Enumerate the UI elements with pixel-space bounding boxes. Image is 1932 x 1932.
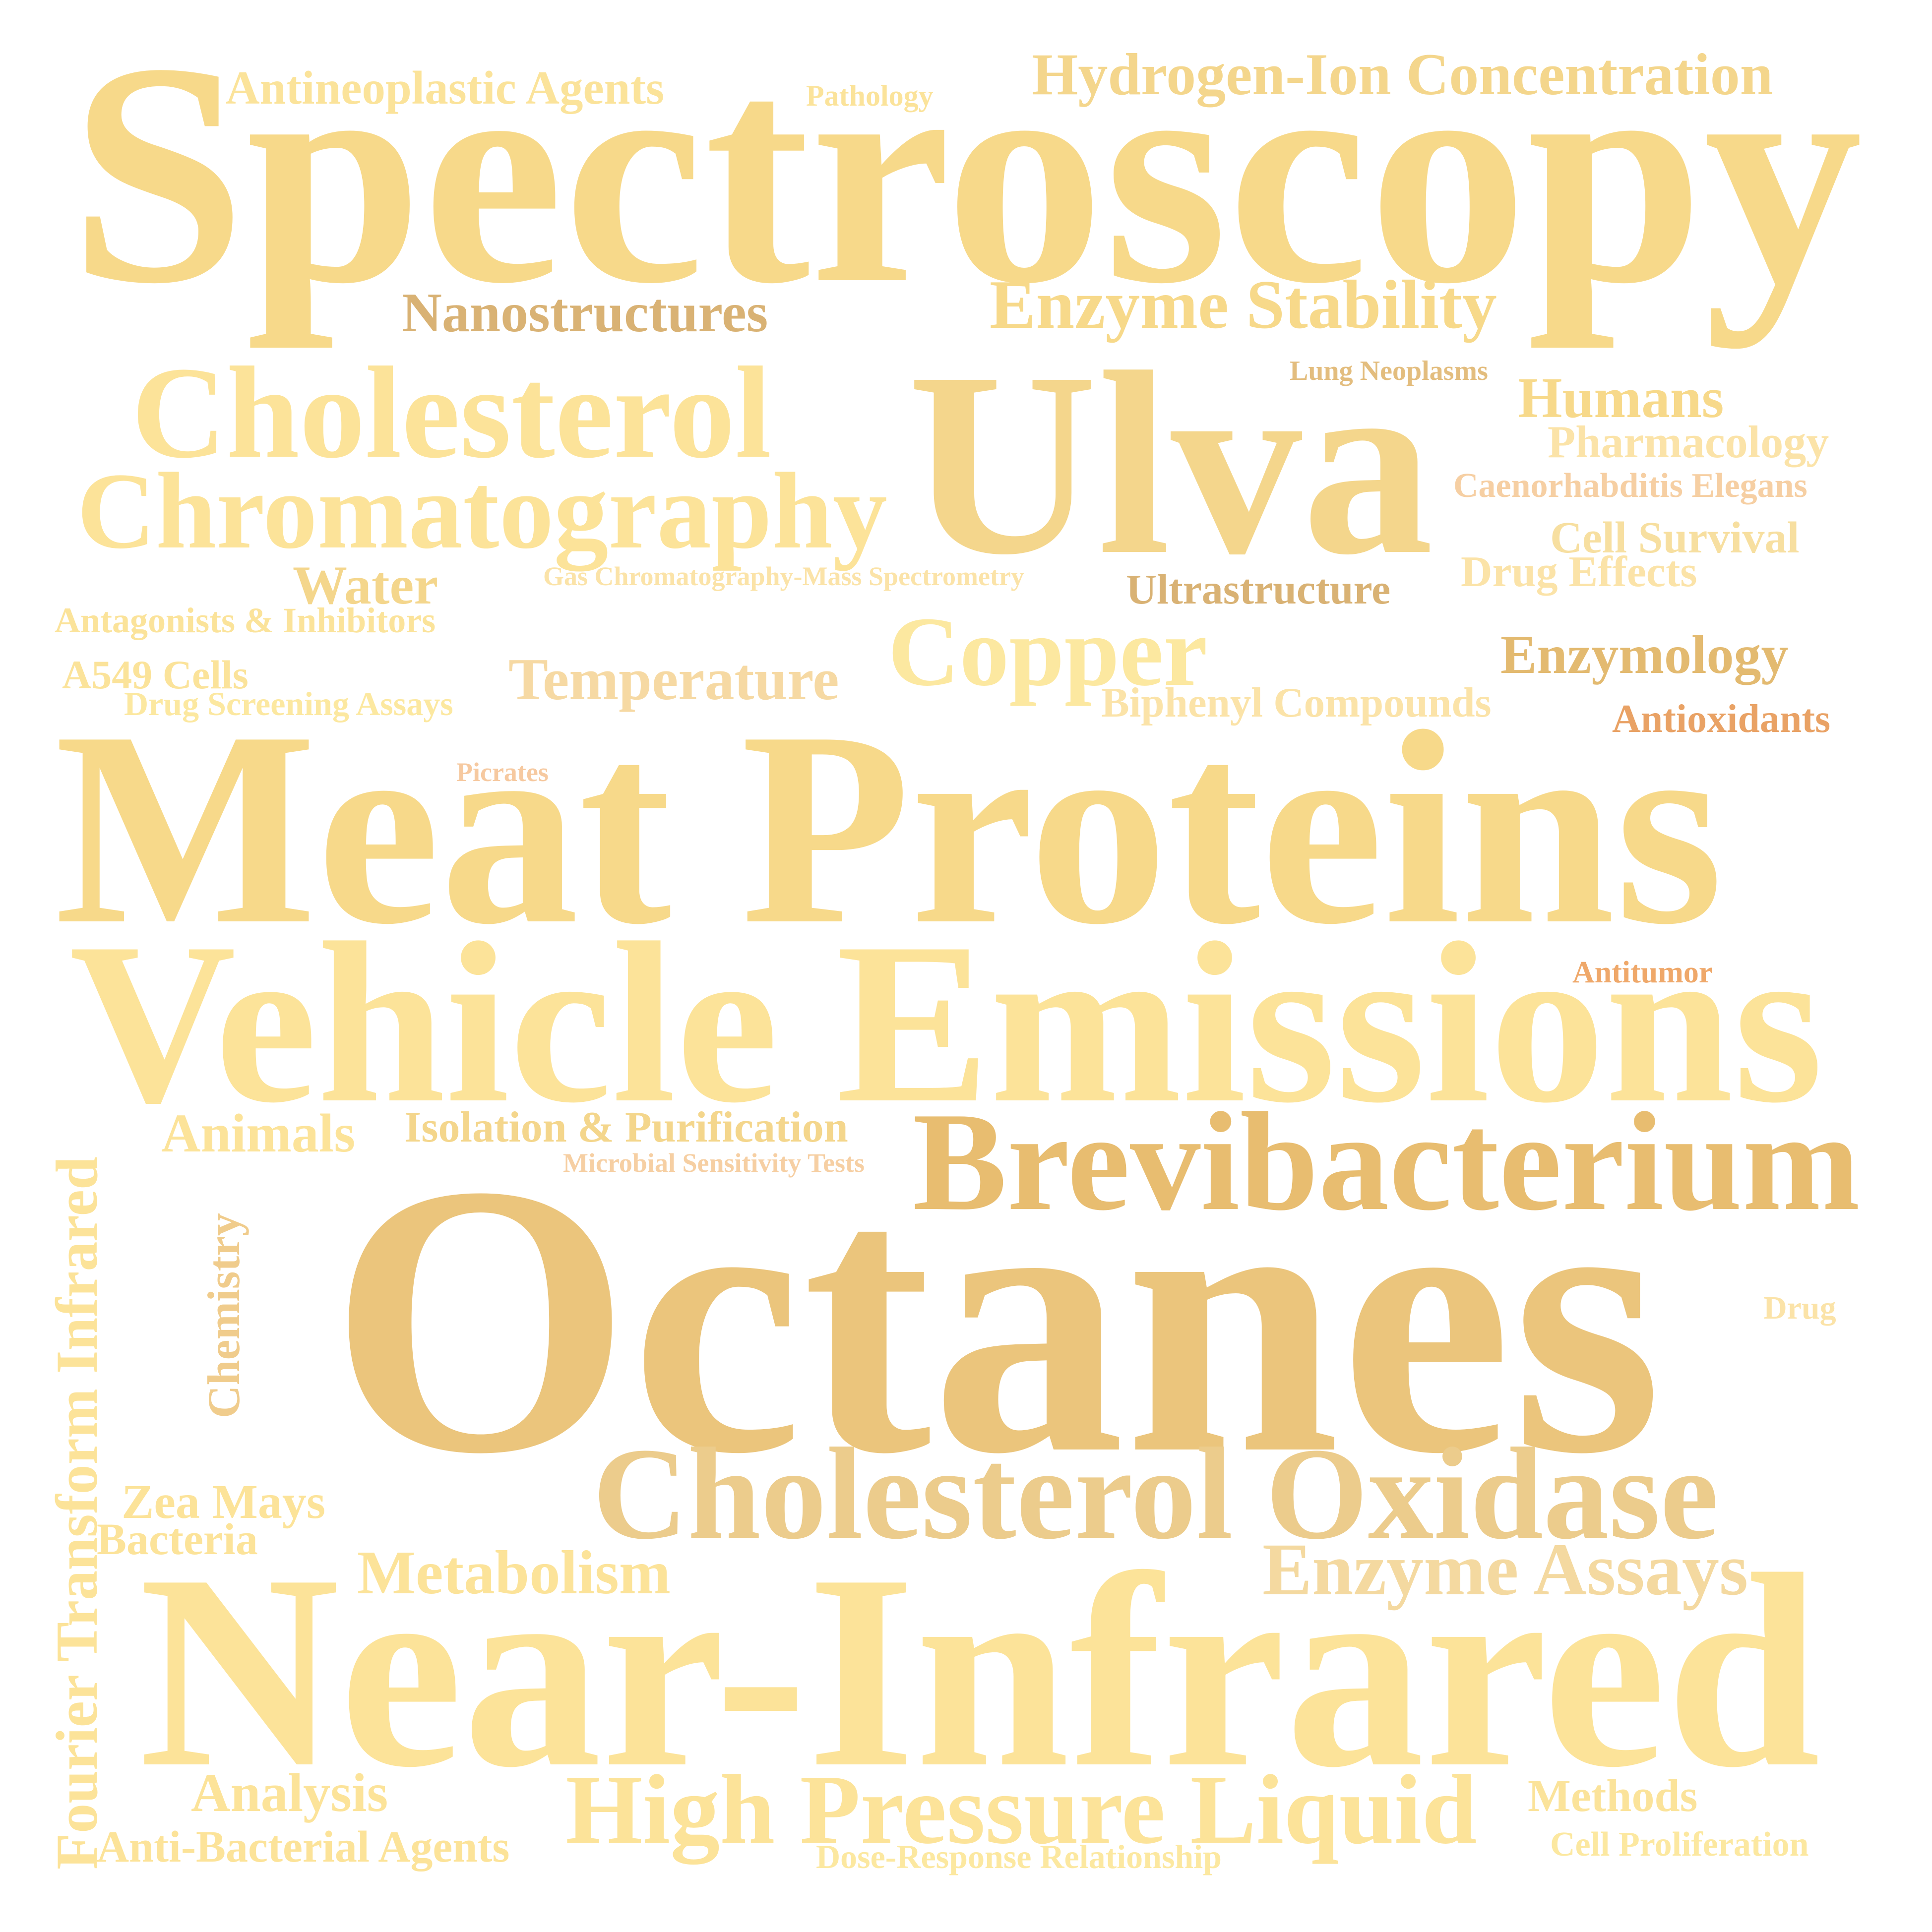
word-near-infrared: Near-Infrared — [139, 1517, 1821, 1825]
word-dose-response-relationship: Dose-Response Relationship — [816, 1838, 1222, 1875]
word-cholesterol-oxidase: Cholesterol Oxidase — [593, 1421, 1719, 1567]
word-picrates: Picrates — [456, 757, 549, 787]
word-enzymology: Enzymology — [1500, 624, 1789, 685]
word-cell-proliferation: Cell Proliferation — [1550, 1825, 1809, 1864]
word-lung-neoplasms: Lung Neoplasms — [1290, 356, 1488, 386]
word-bacteria: Bacteria — [97, 1515, 258, 1564]
word-antineoplastic-agents: Antineoplastic Agents — [226, 61, 665, 114]
word-nanostructures: Nanostructures — [402, 282, 768, 344]
word-a549-cells: A549 Cells — [62, 652, 249, 697]
word-temperature: Temperature — [508, 646, 839, 712]
word-gas-chromatography-mass-spectrometry: Gas Chromatography-Mass Spectrometry — [543, 561, 1024, 591]
word-antioxidants: Antioxidants — [1612, 697, 1831, 741]
word-anti-bacterial-agents: Anti-Bacterial Agents — [97, 1822, 510, 1872]
word-vehicle-emissions: Vehicle Emissions — [69, 895, 1823, 1150]
word-biphenyl-compounds: Biphenyl Compounds — [1101, 679, 1492, 726]
word-cell-survival: Cell Survival — [1550, 513, 1800, 562]
word-copper: Copper — [888, 597, 1208, 707]
word-enzyme-assays: Enzyme Assays — [1262, 1528, 1748, 1611]
word-spectroscopy: Spectroscopy — [69, 0, 1863, 349]
word-drug: Drug — [1763, 1290, 1836, 1326]
word-analysis: Analysis — [191, 1762, 388, 1823]
word-meat-proteins: Meat Proteins — [55, 674, 1724, 982]
word-methods: Methods — [1528, 1770, 1698, 1821]
word-zea-mays: Zea Mays — [122, 1475, 325, 1529]
word-drug-effects: Drug Effects — [1461, 548, 1697, 596]
word-high-pressure-liquid: High Pressure Liquid — [565, 1755, 1477, 1865]
word-drug-screening-assays: Drug Screening Assays — [124, 685, 453, 723]
word-enzyme-stability: Enzyme Stability — [990, 266, 1497, 343]
word-ulva: Ulva — [908, 318, 1433, 609]
word-pathology: Pathology — [806, 79, 934, 112]
word-animals: Animals — [161, 1103, 356, 1163]
word-antitumor: Antitumor — [1572, 956, 1713, 989]
word-cholesterol: Cholesterol — [131, 340, 772, 485]
word-microbial-sensitivity-tests: Microbial Sensitivity Tests — [563, 1148, 865, 1178]
word-metabolism: Metabolism — [357, 1539, 671, 1607]
word-octanes: Octanes — [330, 1105, 1663, 1533]
word-water: Water — [293, 555, 438, 615]
word-isolation-purification: Isolation & Purification — [404, 1103, 848, 1151]
word-fourier-transform-infrared: Fourier Transform Infrared — [44, 1156, 110, 1870]
word-antagonists-inhibitors: Antagonists & Inhibitors — [55, 601, 436, 640]
word-chemistry: Chemistry — [198, 1213, 249, 1418]
word-humans: Humans — [1518, 366, 1724, 429]
word-pharmacology: Pharmacology — [1548, 417, 1829, 467]
word-ultrastructure: Ultrastructure — [1126, 565, 1391, 613]
word-hydrogen-ion-concentration: Hydrogen-Ion Concentration — [1032, 41, 1773, 107]
word-caenorhabditis-elegans: Caenorhabditis Elegans — [1453, 467, 1807, 505]
word-chromatography: Chromatography — [77, 450, 887, 571]
word-brevibacterium: Brevibacterium — [913, 1083, 1861, 1240]
